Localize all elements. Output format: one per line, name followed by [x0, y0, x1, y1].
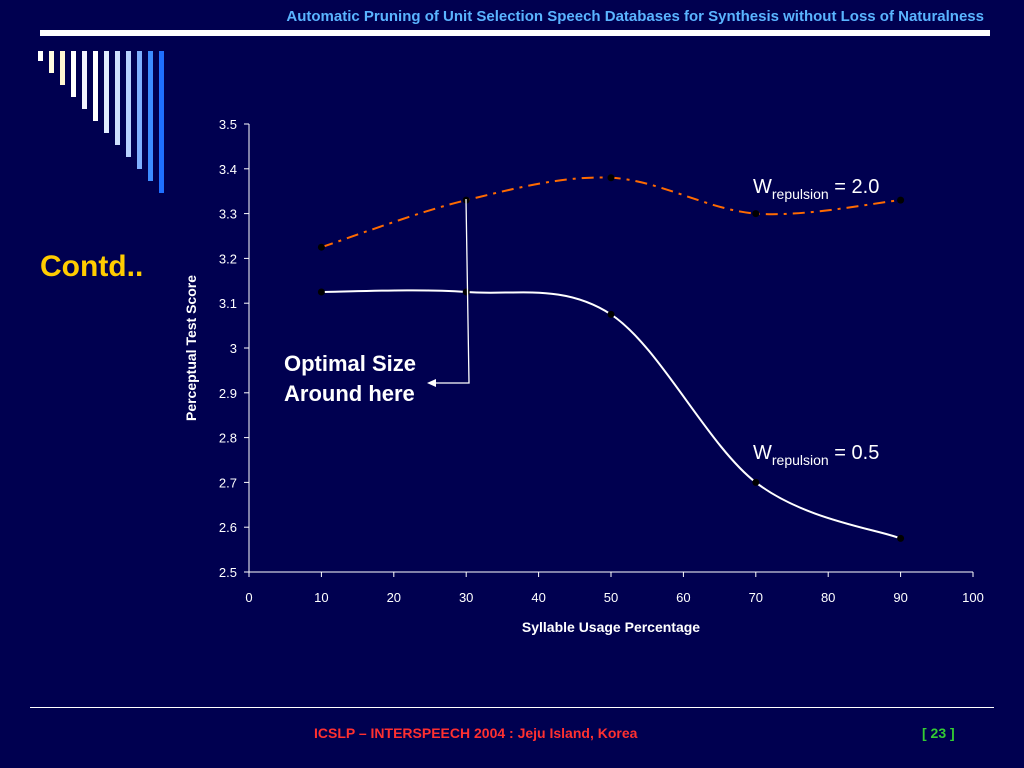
annotation-line-2: Around here	[284, 381, 415, 406]
footer-conference: ICSLP – INTERSPEECH 2004 : Jeju Island, …	[314, 725, 638, 741]
y-tick-label: 2.9	[219, 386, 237, 401]
x-tick-label: 60	[676, 590, 690, 605]
chart-axes: 2.5 2.6 2.7 2.8 2.9 3 3.1 3.2 3.3 3.4 3.5 0 10 20 30 40…	[183, 117, 984, 635]
y-tick-label: 3.5	[219, 117, 237, 132]
annotation-arrowhead	[427, 379, 436, 387]
stripe	[93, 51, 98, 121]
x-axis-title: Syllable Usage Percentage	[522, 619, 700, 635]
series-label-prefix: W	[753, 442, 772, 464]
series-label-subscript: repulsion	[772, 452, 829, 468]
stripe	[38, 51, 43, 61]
x-tick-label: 70	[749, 590, 763, 605]
x-tick-label: 0	[245, 590, 252, 605]
series-label-wrep-05: Wrepulsion = 0.5	[753, 442, 879, 468]
stripe	[137, 51, 142, 169]
data-point	[607, 174, 615, 182]
series-label-value: = 0.5	[829, 442, 880, 464]
y-tick-label: 2.6	[219, 520, 237, 535]
y-tick-label: 3	[230, 341, 237, 356]
data-point	[317, 288, 325, 296]
series-label-value: = 2.0	[829, 176, 880, 198]
footer-divider	[30, 707, 994, 708]
x-tick-label: 40	[531, 590, 545, 605]
stripe	[71, 51, 76, 97]
x-tick-label: 90	[893, 590, 907, 605]
data-point	[752, 478, 760, 486]
x-tick-label: 100	[962, 590, 984, 605]
stripe	[60, 51, 65, 85]
data-point	[897, 196, 905, 204]
stripe	[82, 51, 87, 109]
y-tick-label: 3.1	[219, 296, 237, 311]
stripe	[126, 51, 131, 157]
series-label-prefix: W	[753, 176, 772, 198]
y-tick-label: 3.3	[219, 207, 237, 222]
header-divider	[40, 30, 990, 36]
data-point	[462, 288, 470, 296]
stripe	[159, 51, 164, 193]
annotation-connector	[434, 198, 470, 384]
stripe	[104, 51, 109, 133]
y-tick-label: 3.2	[219, 251, 237, 266]
decorative-stripes	[38, 51, 178, 201]
data-point	[897, 534, 905, 542]
x-tick-label: 30	[459, 590, 473, 605]
x-tick-label: 20	[387, 590, 401, 605]
x-tick-label: 10	[314, 590, 328, 605]
y-tick-label: 3.4	[219, 162, 237, 177]
y-axis-title: Perceptual Test Score	[183, 275, 199, 421]
slide-header-title: Automatic Pruning of Unit Selection Spee…	[286, 8, 984, 25]
stripe	[115, 51, 120, 145]
series-label-subscript: repulsion	[772, 186, 829, 202]
y-tick-label: 2.5	[219, 565, 237, 580]
stripe	[49, 51, 54, 73]
side-heading: Contd..	[40, 250, 144, 283]
chart-annotation: Optimal Size Around here	[284, 198, 470, 406]
page-number: [ 23 ]	[922, 725, 955, 741]
data-point	[607, 310, 615, 318]
series-line-1	[321, 289, 901, 540]
y-tick-label: 2.7	[219, 475, 237, 490]
series-label-wrep-2: Wrepulsion = 2.0	[753, 176, 879, 202]
y-tick-label: 2.8	[219, 431, 237, 446]
annotation-line-1: Optimal Size	[284, 351, 416, 376]
x-tick-label: 80	[821, 590, 835, 605]
x-tick-label: 50	[604, 590, 618, 605]
data-point	[752, 210, 760, 218]
data-point	[317, 243, 325, 251]
stripe	[148, 51, 153, 181]
